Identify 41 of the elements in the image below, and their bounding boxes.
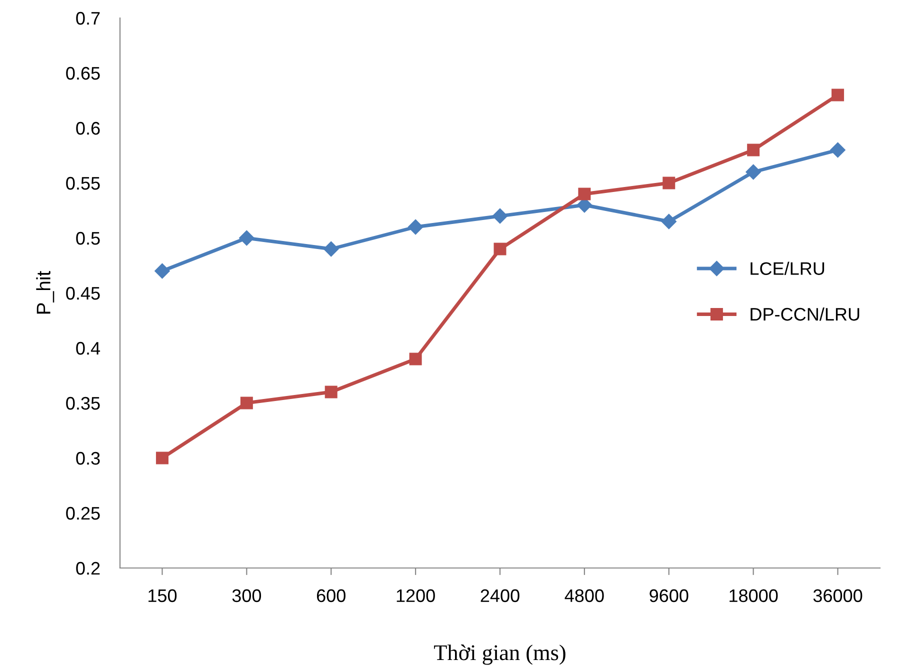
x-tick-label: 2400 [480, 589, 520, 602]
x-tick-label: 1200 [396, 589, 435, 602]
y-tick-label: 0.2 [76, 562, 100, 575]
point [409, 352, 422, 366]
y-axis-title: P_hit [36, 270, 54, 314]
point [746, 164, 761, 180]
y-tick-label: 0.3 [76, 452, 100, 465]
x-tick-label: 4800 [564, 589, 604, 602]
point [832, 88, 844, 102]
point [156, 452, 168, 464]
point [324, 241, 339, 257]
y-tick-label: 0.65 [66, 66, 100, 80]
point [154, 263, 170, 279]
y-tick-label: 0.25 [66, 506, 100, 520]
y-tick-label: 0.55 [66, 176, 100, 190]
point [747, 144, 760, 156]
point [240, 396, 253, 410]
x-tick-label: 300 [232, 589, 262, 602]
y-tick-label: 0.4 [76, 342, 100, 355]
point [662, 176, 676, 190]
legend-label: DP-CCN/LRU [750, 307, 860, 321]
point [492, 208, 508, 224]
x-tick-label: 9600 [650, 589, 688, 602]
point [661, 214, 676, 230]
x-axis-title: Thời gian (ms) [434, 644, 566, 665]
x-tick-label: 150 [148, 589, 177, 602]
y-tick-label: 0.7 [76, 12, 100, 25]
legend-label: LCE/LRU [750, 262, 824, 275]
y-tick-label: 0.5 [76, 232, 100, 245]
y-tick-label: 0.35 [66, 396, 100, 410]
point [408, 219, 424, 235]
point [324, 386, 338, 398]
point [239, 230, 254, 246]
x-tick-label: 600 [316, 589, 346, 602]
x-tick-label: 18000 [730, 589, 778, 602]
point [578, 188, 591, 200]
x-tick-label: 36000 [813, 589, 862, 602]
y-tick-label: 0.45 [66, 286, 100, 300]
y-tick-label: 0.6 [76, 122, 100, 135]
point [830, 142, 846, 158]
point [494, 242, 506, 256]
